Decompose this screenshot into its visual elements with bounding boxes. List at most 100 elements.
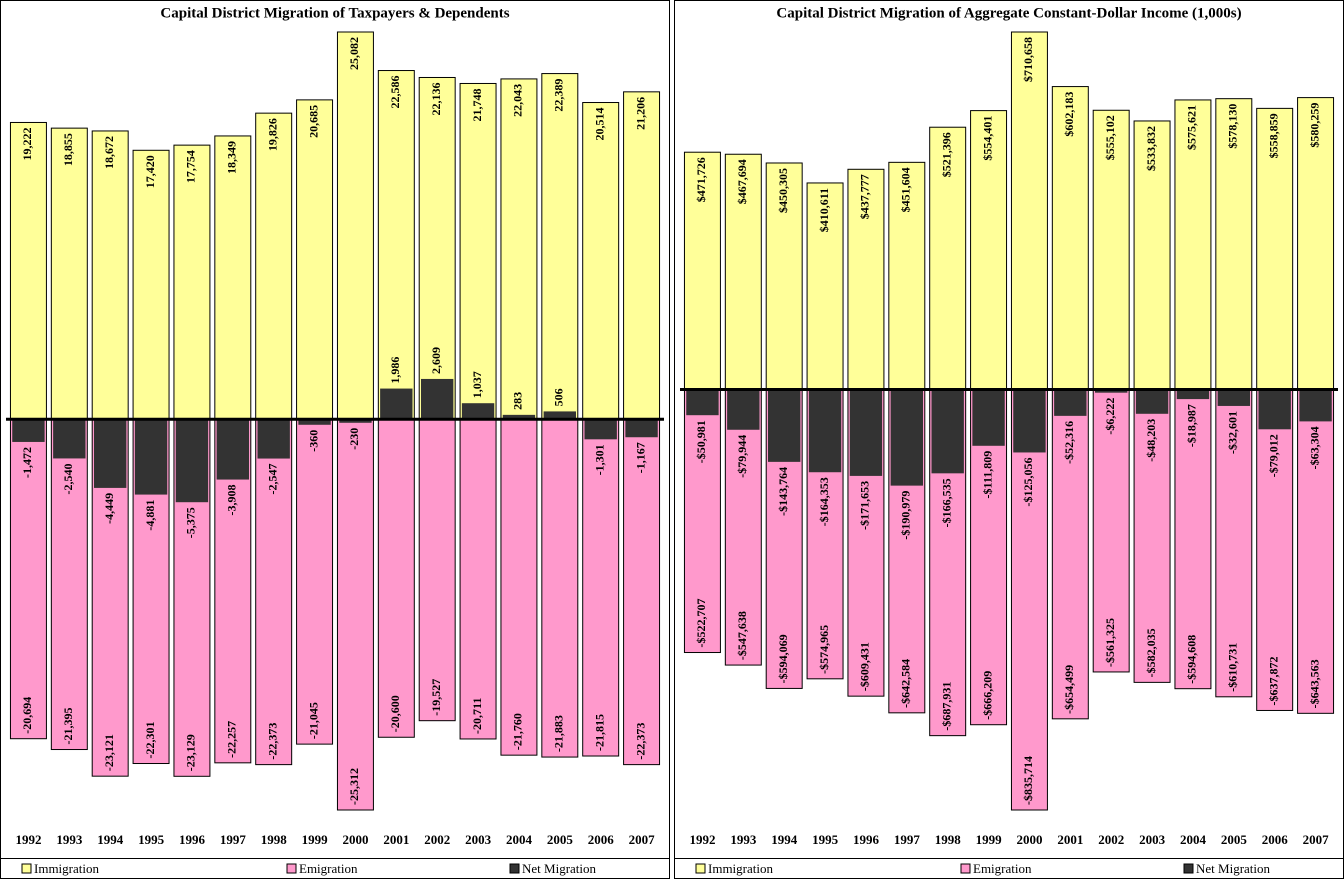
value-label: -5,375 [184,507,198,538]
value-label: -22,257 [225,721,239,758]
value-label: -$50,981 [694,420,708,463]
x-tick-label: 1995 [812,832,839,847]
immigration-bar [173,144,211,420]
emigration-bar [418,418,456,722]
x-tick-label: 2003 [1139,832,1166,847]
x-tick-label: 1992 [15,832,41,847]
x-tick-label: 1999 [976,832,1003,847]
value-label: $558,859 [1266,113,1280,158]
value-label: -$654,499 [1062,665,1076,714]
value-label: 1,986 [388,357,402,384]
net-bar [421,378,454,420]
value-label: -25,312 [347,768,361,805]
x-tick-label: 1992 [689,832,715,847]
net-bar [1217,389,1250,406]
net-bar [339,419,372,423]
legend-swatch [1183,863,1194,874]
immigration-bar [255,112,293,420]
legend-label: Net Migration [522,861,597,876]
value-label: -1,301 [592,444,606,475]
net-bar [380,388,413,420]
immigration-bar [929,126,967,391]
x-tick-label: 2002 [1098,832,1124,847]
emigration-bar [1215,389,1253,698]
legend-swatch [509,863,520,874]
net-bar [502,414,536,420]
legend-swatch [960,863,971,874]
value-label: -1,167 [633,442,647,473]
value-label: $451,604 [899,167,913,212]
emigration-bar [1092,389,1130,673]
immigration-bar [9,121,47,420]
x-tick-label: 1993 [730,832,757,847]
net-bar [12,419,45,442]
value-label: 17,420 [143,155,157,188]
value-label: -$666,209 [980,671,994,720]
net-bar [768,389,801,462]
net-bar [216,419,249,480]
x-tick-label: 2000 [1016,832,1042,847]
value-label: 506 [552,388,566,406]
emigration-bar [623,418,661,766]
value-label: 22,586 [388,76,402,109]
immigration-bar [377,70,415,420]
net-bar [1299,389,1332,422]
value-label: 1,037 [470,371,484,398]
emigration-bar [255,418,293,766]
value-label: 21,206 [633,97,647,130]
value-label: -$643,563 [1307,659,1321,708]
immigration-bar [50,127,88,420]
value-label: $554,401 [980,116,994,161]
value-label: -$166,535 [939,478,953,527]
net-bar [543,411,576,420]
net-bar [175,419,209,503]
net-bar [53,419,86,459]
value-label: -230 [347,428,361,450]
emigration-bar [1133,389,1171,683]
value-label: -$582,035 [1144,628,1158,677]
value-label: 2,609 [429,347,443,374]
legend-label: Emigration [299,861,358,876]
emigration-bar [377,418,415,738]
value-label: -$637,872 [1266,656,1280,705]
legend-swatch [21,863,32,874]
emigration-bar [336,418,374,811]
emigration-bar [1297,389,1335,714]
x-tick-label: 1995 [138,832,165,847]
x-tick-label: 2001 [383,832,409,847]
value-label: -$610,731 [1226,643,1240,692]
value-label: -4,881 [143,500,157,531]
x-tick-label: 2003 [465,832,492,847]
immigration-bar [541,73,579,420]
value-label: $467,694 [735,159,749,204]
net-bar [625,419,658,438]
value-label: $578,130 [1226,104,1240,149]
emigration-bar [1174,389,1212,690]
value-label: -$574,965 [817,625,831,674]
value-label: -$547,638 [735,611,749,660]
x-tick-label: 2005 [547,832,574,847]
immigration-bar [683,151,721,391]
value-label: -$63,304 [1307,426,1321,469]
value-label: -21,883 [552,715,566,752]
net-bar [298,419,331,425]
immigration-bar [336,31,374,420]
value-label: 21,748 [470,88,484,121]
value-label: 20,685 [306,105,320,138]
immigration-bar [1051,86,1089,391]
emigration-bar [582,418,620,757]
value-label: 18,672 [102,136,116,169]
emigration-bar [296,418,334,745]
net-bar [134,419,168,495]
immigration-bar [970,110,1008,391]
value-label: $437,777 [858,174,872,219]
value-label: 22,389 [552,79,566,112]
value-label: -$32,601 [1226,411,1240,454]
net-bar [972,389,1005,446]
value-label: -$111,809 [980,451,994,499]
emigration-bar [683,389,721,654]
x-tick-label: 2002 [424,832,450,847]
net-bar [931,389,964,474]
emigration-bar [459,418,497,740]
x-tick-label: 2004 [1180,832,1207,847]
